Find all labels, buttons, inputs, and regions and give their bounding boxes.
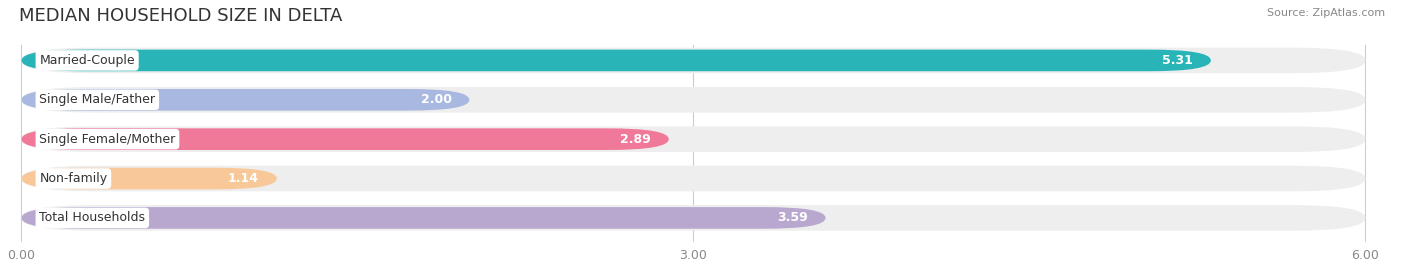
Text: Total Households: Total Households [39,211,145,224]
FancyBboxPatch shape [21,48,1365,73]
Text: 2.89: 2.89 [620,133,651,146]
FancyBboxPatch shape [21,128,669,150]
Text: Single Female/Mother: Single Female/Mother [39,133,176,146]
Text: 1.14: 1.14 [228,172,259,185]
Text: Non-family: Non-family [39,172,107,185]
Text: Source: ZipAtlas.com: Source: ZipAtlas.com [1267,8,1385,18]
Text: 5.31: 5.31 [1163,54,1192,67]
FancyBboxPatch shape [21,205,1365,231]
FancyBboxPatch shape [21,166,1365,191]
Text: 2.00: 2.00 [420,93,451,106]
FancyBboxPatch shape [21,49,1211,71]
FancyBboxPatch shape [21,87,1365,113]
FancyBboxPatch shape [21,89,470,111]
Text: 3.59: 3.59 [778,211,807,224]
Text: MEDIAN HOUSEHOLD SIZE IN DELTA: MEDIAN HOUSEHOLD SIZE IN DELTA [20,7,343,25]
Text: Married-Couple: Married-Couple [39,54,135,67]
FancyBboxPatch shape [21,207,825,229]
FancyBboxPatch shape [21,168,277,189]
FancyBboxPatch shape [21,126,1365,152]
Text: Single Male/Father: Single Male/Father [39,93,155,106]
